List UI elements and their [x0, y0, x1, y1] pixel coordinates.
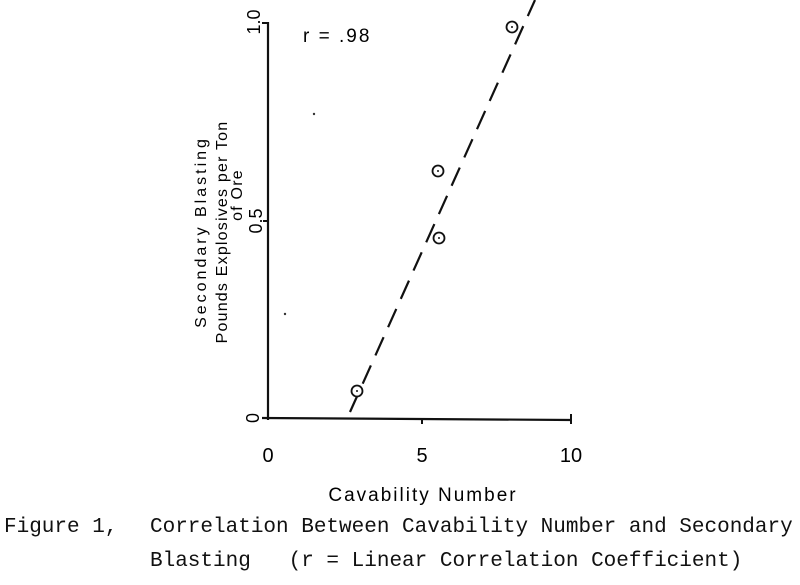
speck: [283, 312, 287, 316]
data-point: [350, 384, 364, 398]
data-point: [431, 164, 445, 178]
x-axis: [261, 416, 573, 422]
x-tick-label-10: 10: [560, 445, 582, 467]
y-tick-label-0: 0: [243, 413, 263, 423]
x-tick-label-5: 5: [416, 445, 427, 467]
correlation-annotation: r = .98: [303, 26, 371, 47]
speck: [312, 112, 316, 116]
y-axis-label-line1: Secondary Blasting: [193, 136, 210, 328]
y-axis-label-line3: of Ore: [229, 169, 246, 221]
caption-line1: Correlation Between Cavability Number an…: [150, 516, 793, 539]
y-axis-label-line2: Pounds Explosives per Ton: [214, 121, 231, 344]
y-tick-label-1-0: 1.0: [244, 9, 264, 34]
data-point: [432, 231, 446, 245]
x-tick-label-0: 0: [262, 445, 273, 467]
trend-line: [348, 0, 537, 413]
figure-label: Figure 1,: [4, 516, 118, 539]
caption-line2: Blasting (r = Linear Correlation Coeffic…: [150, 550, 743, 573]
x-axis-label: Cavability Number: [328, 485, 517, 506]
y-tick-label-0-5: 0.5: [246, 208, 266, 233]
data-point: [505, 20, 519, 34]
data-points: [350, 20, 519, 398]
